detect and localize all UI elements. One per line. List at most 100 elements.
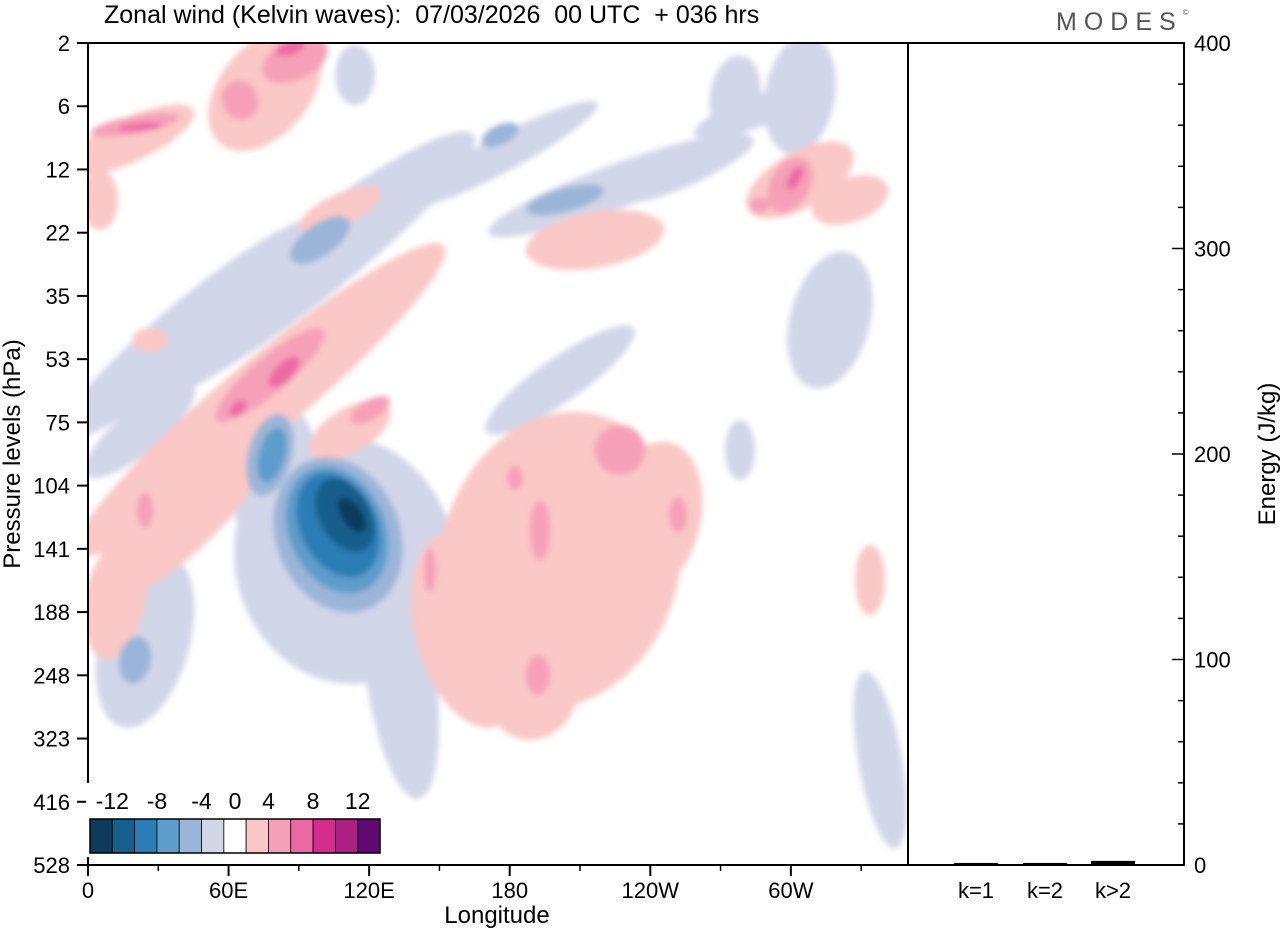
negative-contour <box>763 43 837 155</box>
energy-tick-label: 300 <box>1194 237 1231 262</box>
x-tick-label: 60E <box>209 878 248 903</box>
colorbar-swatch <box>178 818 202 854</box>
positive-contour <box>786 166 804 190</box>
positive-contour <box>229 400 247 416</box>
negative-contour <box>118 636 152 684</box>
energy-tick-label: 0 <box>1194 853 1206 878</box>
positive-contour <box>530 500 550 560</box>
colorbar-label: -4 <box>191 788 212 814</box>
y-axis-label: Pressure levels (hPa) <box>0 339 26 568</box>
brand-mark: © <box>1182 8 1189 17</box>
positive-contour <box>811 175 889 225</box>
positive-contour <box>507 466 523 490</box>
positive-contour <box>526 655 550 695</box>
positive-contour <box>378 265 422 305</box>
positive-contour <box>669 497 687 533</box>
y-tick-label: 248 <box>33 663 70 688</box>
energy-bar <box>1023 862 1067 865</box>
colorbar-swatch <box>223 818 247 854</box>
positive-contour <box>118 122 162 132</box>
positive-contour <box>88 170 118 230</box>
y-tick-label: 416 <box>33 790 70 815</box>
negative-contour <box>257 427 287 483</box>
energy-category-label: k>2 <box>1095 878 1131 903</box>
colorbar-swatch <box>156 818 180 854</box>
positive-contour <box>597 441 703 599</box>
y-tick-label: 35 <box>46 284 70 309</box>
colorbar-swatch <box>201 818 225 854</box>
negative-contour <box>402 100 598 210</box>
colorbar-label: 4 <box>262 788 275 814</box>
negative-contour <box>709 55 761 135</box>
y-tick-label: 22 <box>46 221 70 246</box>
negative-contour <box>481 122 519 148</box>
positive-contour <box>750 197 770 213</box>
energy-bar <box>1091 860 1135 865</box>
colorbar-label: -12 <box>96 788 129 814</box>
colorbar-label: 8 <box>307 788 320 814</box>
negative-contour <box>485 325 635 435</box>
positive-contour <box>275 43 305 56</box>
x-tick-label: 120W <box>622 878 680 903</box>
energy-axis-label: Energy (J/kg) <box>1254 383 1280 526</box>
colorbar-swatch <box>334 818 359 854</box>
colorbar-frame <box>89 818 381 854</box>
positive-contour <box>525 209 665 271</box>
colorbar-swatch <box>290 818 314 854</box>
negative-contour <box>526 184 604 216</box>
y-tick-label: 141 <box>33 537 70 562</box>
y-tick-label: 323 <box>33 727 70 752</box>
energy-tick-label: 100 <box>1194 648 1231 673</box>
positive-contour <box>855 545 885 615</box>
positive-contour <box>350 396 390 424</box>
negative-contour <box>725 420 755 480</box>
y-tick-label: 104 <box>33 474 70 499</box>
y-tick-label: 188 <box>33 600 70 625</box>
x-tick-label: 60W <box>768 878 813 903</box>
positive-contour <box>424 548 436 592</box>
heatmap-contours <box>88 43 907 849</box>
negative-contour <box>787 251 873 389</box>
x-tick-label: 0 <box>82 878 94 903</box>
positive-contour <box>137 492 153 528</box>
energy-tick-label: 400 <box>1194 31 1231 56</box>
negative-contour <box>853 671 907 849</box>
energy-bar <box>954 862 998 865</box>
positive-contour <box>88 540 147 660</box>
colorbar-swatch <box>245 818 269 854</box>
colorbar-swatch <box>134 818 158 854</box>
energy-bar-chart: 0 100 200 300 400 k=1 k=2 k>2 <box>954 31 1231 903</box>
positive-contour <box>208 43 322 151</box>
positive-contour <box>268 356 300 388</box>
energy-frame <box>907 42 1185 866</box>
negative-contour <box>337 497 367 533</box>
y-tick-label: 2 <box>58 31 70 56</box>
colorbar-swatch <box>89 818 113 854</box>
positive-contour <box>221 80 259 120</box>
energy-category-label: k=2 <box>1027 878 1063 903</box>
brand-logo: MODES© <box>1056 8 1189 37</box>
heatmap-plot <box>88 43 907 849</box>
colorbar-label: 12 <box>345 788 371 814</box>
brand-name: MODES <box>1056 8 1183 36</box>
negative-contour <box>335 45 375 105</box>
y-tick-label: 6 <box>58 94 70 119</box>
y-tick-label: 528 <box>33 853 70 878</box>
colorbar-swatch <box>111 818 136 854</box>
x-tick-label: 180 <box>491 878 528 903</box>
negative-contour <box>626 137 754 203</box>
colorbar-swatch <box>312 818 336 854</box>
x-axis-label: Longitude <box>444 902 549 929</box>
colorbar-label: -8 <box>147 788 167 814</box>
negative-contour <box>289 216 351 264</box>
y-tick-label: 75 <box>46 410 70 435</box>
colorbar-swatch <box>357 818 381 854</box>
energy-tick-label: 200 <box>1194 442 1231 467</box>
chart-title: Zonal wind (Kelvin waves): 07/03/2026 00… <box>104 1 760 29</box>
y-tick-label: 53 <box>46 347 70 372</box>
positive-contour <box>132 328 168 352</box>
negative-contour <box>88 218 322 442</box>
negative-contour <box>88 381 196 479</box>
x-axis: 0 60E 120E 180 120W 60W <box>82 865 862 903</box>
